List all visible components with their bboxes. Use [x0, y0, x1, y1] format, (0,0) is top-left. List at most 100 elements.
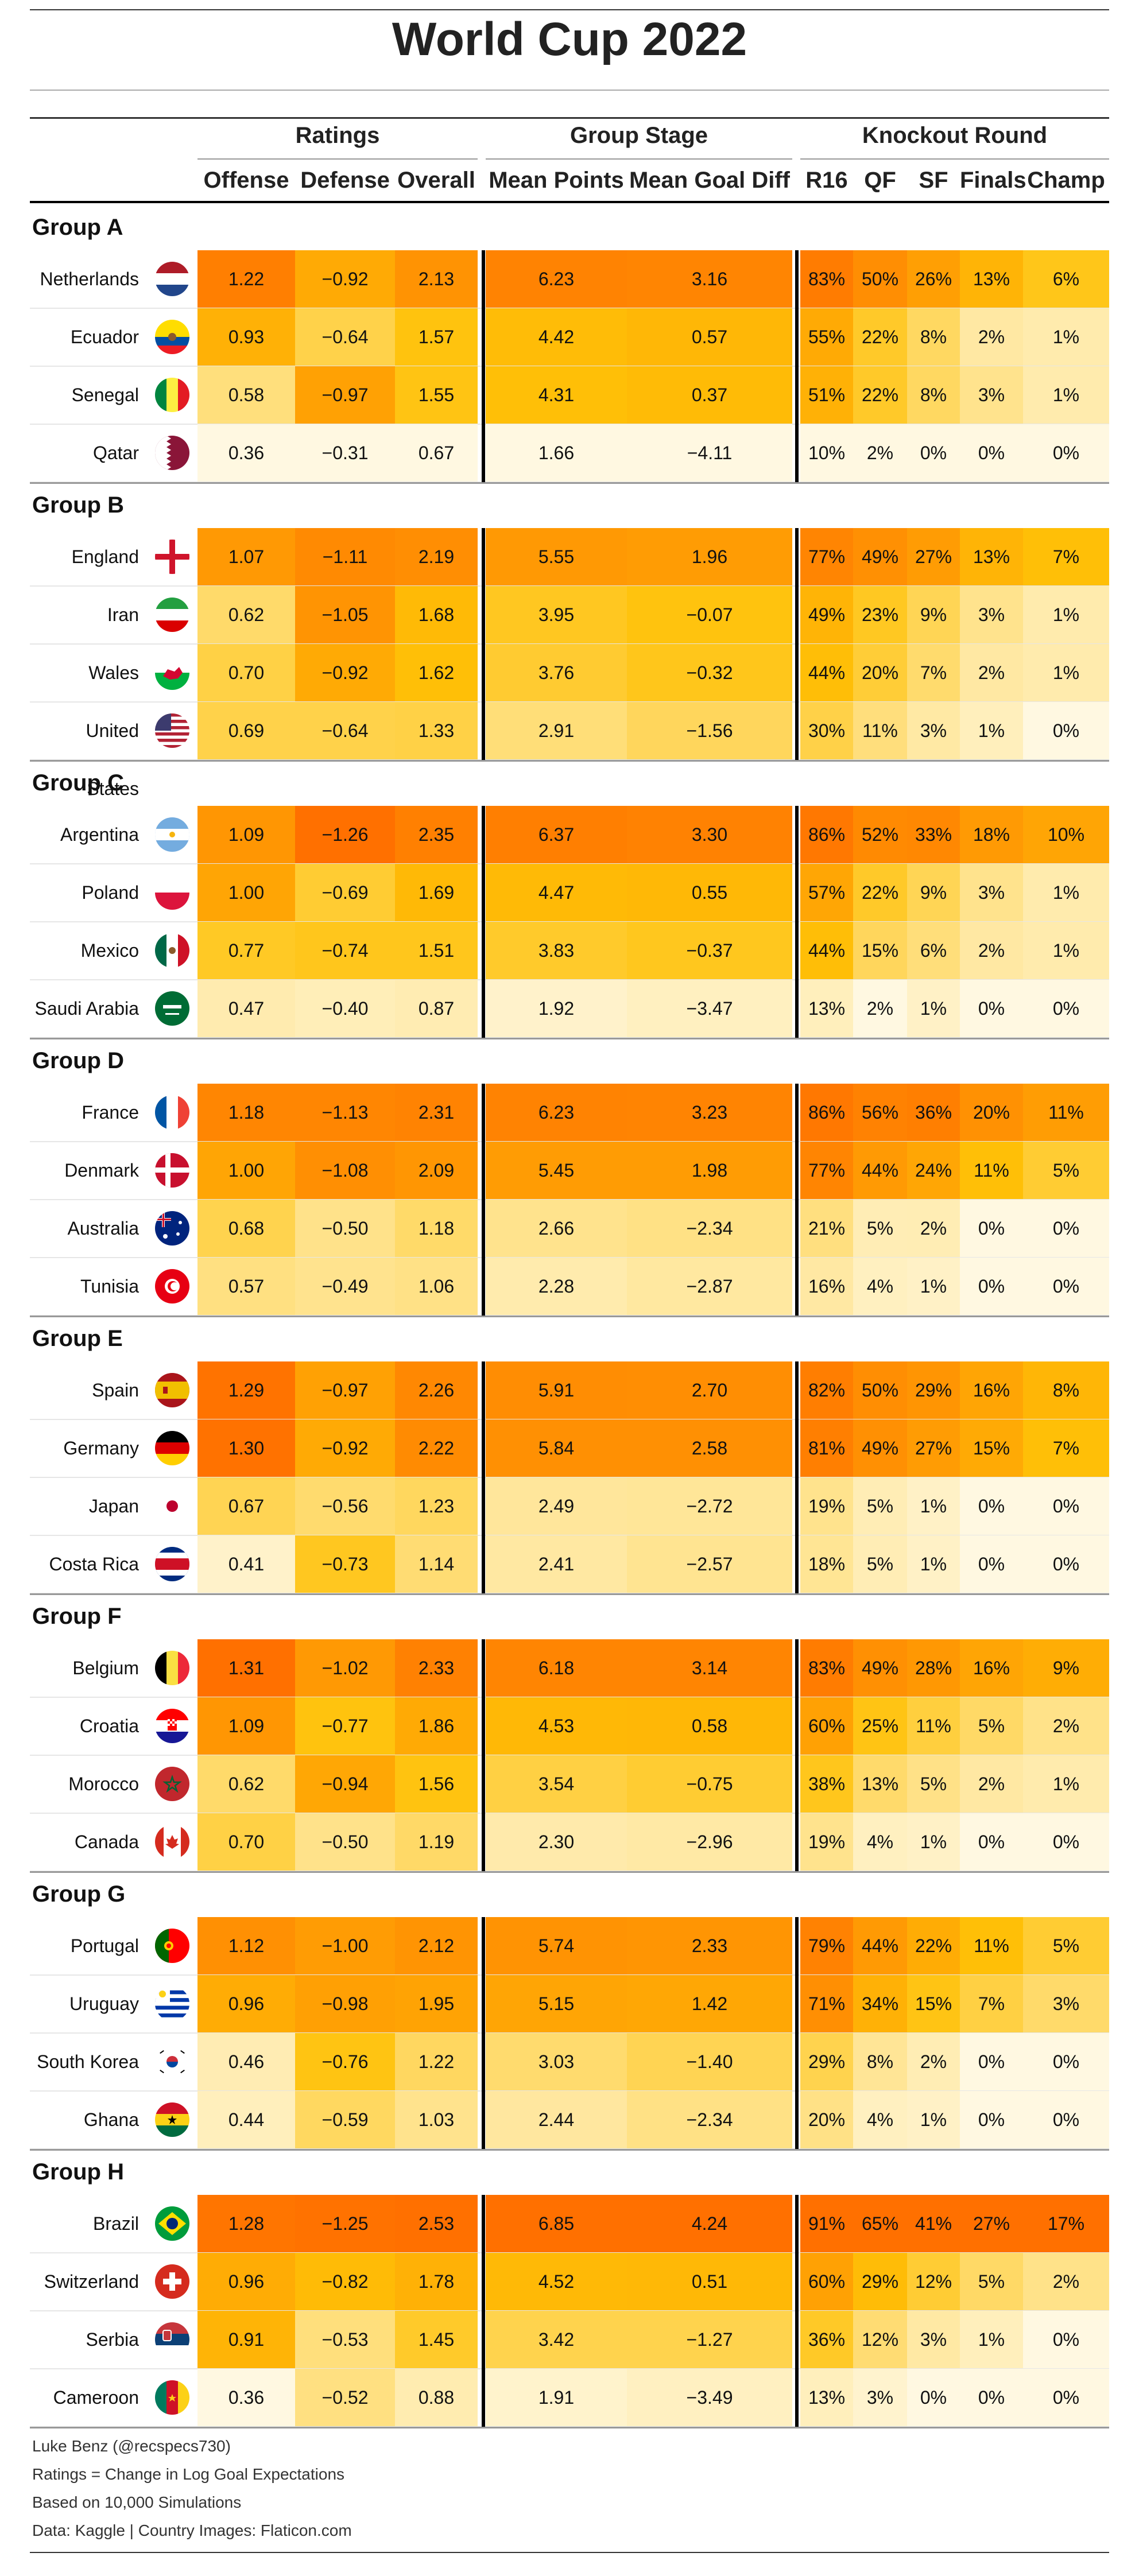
cell-champ: 7% — [1023, 1419, 1109, 1477]
group-label: Group G — [32, 1881, 126, 1907]
cell-offense: 0.62 — [197, 1755, 295, 1813]
table-row: Ecuador 0.93 −0.64 1.57 4.42 0.57 55% 22% 8% 2% 1% — [30, 308, 1109, 367]
cell-finals: 13% — [960, 528, 1023, 586]
cell-mean-points: 2.91 — [486, 702, 627, 760]
argentina-flag-icon — [155, 817, 189, 852]
table-row: England 1.07 −1.11 2.19 5.55 1.96 77% 49% 27% 13%… — [30, 528, 1109, 587]
cell-finals: 3% — [960, 864, 1023, 922]
cell-finals: 5% — [960, 1697, 1023, 1755]
brazil-flag-icon — [155, 2206, 189, 2241]
cell-mean-goal-diff: −1.27 — [627, 2311, 792, 2369]
team-name: Poland — [82, 882, 139, 903]
cell-defense: −1.02 — [295, 1639, 395, 1697]
group-bottom-rule — [30, 1871, 1109, 1873]
costa-rica-flag-icon — [155, 1547, 189, 1581]
cell-offense: 0.57 — [197, 1258, 295, 1316]
cell-finals: 20% — [960, 1084, 1023, 1142]
switzerland-flag-icon — [155, 2264, 189, 2299]
cell-offense: 0.77 — [197, 922, 295, 980]
cell-offense: 1.22 — [197, 250, 295, 308]
cell-r16: 82% — [800, 1361, 853, 1419]
cell-overall: 1.33 — [395, 702, 478, 760]
cell-mean-goal-diff: −4.11 — [627, 424, 792, 482]
cell-finals: 0% — [960, 980, 1023, 1038]
cell-finals: 13% — [960, 250, 1023, 308]
cell-qf: 44% — [853, 1142, 907, 1200]
cell-sf: 12% — [907, 2253, 960, 2311]
cell-offense: 0.70 — [197, 644, 295, 702]
team-name: Uruguay — [69, 1993, 139, 2014]
cell-finals: 0% — [960, 2091, 1023, 2149]
cell-champ: 5% — [1023, 1142, 1109, 1200]
cell-qf: 56% — [853, 1084, 907, 1142]
title-rule — [30, 90, 1109, 91]
cell-sf: 27% — [907, 528, 960, 586]
cell-champ: 1% — [1023, 864, 1109, 922]
team-name: Portugal — [70, 1935, 139, 1956]
section-divider — [482, 806, 485, 1038]
cell-r16: 44% — [800, 644, 853, 702]
cell-mean-points: 3.54 — [486, 1755, 627, 1813]
cell-offense: 1.28 — [197, 2195, 295, 2253]
team-name: Canada — [74, 1832, 139, 1852]
cell-mean-points: 3.03 — [486, 2033, 627, 2091]
cell-qf: 2% — [853, 980, 907, 1038]
team-name: Iran — [107, 604, 139, 625]
column-header-overall: Overall — [397, 168, 475, 193]
team-name: Argentina — [60, 824, 139, 845]
cell-defense: −1.25 — [295, 2195, 395, 2253]
team-name: South Korea — [37, 2051, 139, 2072]
spain-flag-icon — [155, 1373, 189, 1407]
cell-champ: 1% — [1023, 922, 1109, 980]
cell-r16: 19% — [800, 1477, 853, 1535]
cell-sf: 27% — [907, 1419, 960, 1477]
cell-mean-goal-diff: −1.56 — [627, 702, 792, 760]
cell-qf: 25% — [853, 1697, 907, 1755]
cell-sf: 1% — [907, 1535, 960, 1593]
cell-r16: 51% — [800, 366, 853, 424]
cell-r16: 21% — [800, 1200, 853, 1258]
cell-finals: 0% — [960, 1535, 1023, 1593]
cell-champ: 0% — [1023, 1258, 1109, 1316]
cell-sf: 7% — [907, 644, 960, 702]
cell-defense: −0.56 — [295, 1477, 395, 1535]
table-row: Senegal 0.58 −0.97 1.55 4.31 0.37 51% 22% 8% 3% 1% — [30, 366, 1109, 425]
section-divider — [795, 1639, 799, 1871]
cell-finals: 5% — [960, 2253, 1023, 2311]
cell-qf: 50% — [853, 1361, 907, 1419]
cell-offense: 1.00 — [197, 1142, 295, 1200]
cell-champ: 1% — [1023, 644, 1109, 702]
cell-sf: 6% — [907, 922, 960, 980]
team-name: Cameroon — [53, 2387, 139, 2408]
team-name: Wales — [88, 662, 139, 683]
cell-r16: 60% — [800, 2253, 853, 2311]
cell-qf: 4% — [853, 2091, 907, 2149]
cell-champ: 2% — [1023, 2253, 1109, 2311]
cell-offense: 0.47 — [197, 980, 295, 1038]
cell-champ: 0% — [1023, 980, 1109, 1038]
table-row: Mexico 0.77 −0.74 1.51 3.83 −0.37 44% 15% 6% 2% 1% — [30, 922, 1109, 980]
cell-overall: 2.09 — [395, 1142, 478, 1200]
table-row: Switzerland 0.96 −0.82 1.78 4.52 0.51 60% 29% 12… — [30, 2253, 1109, 2311]
team-name: Saudi Arabia — [34, 998, 139, 1019]
section-divider — [482, 1084, 485, 1316]
team-name: Senegal — [71, 385, 139, 405]
portugal-flag-icon — [155, 1929, 189, 1963]
south-korea-flag-icon — [155, 2044, 189, 2079]
cell-offense: 0.36 — [197, 424, 295, 482]
cell-finals: 0% — [960, 1200, 1023, 1258]
cell-defense: −0.92 — [295, 250, 395, 308]
header-bottom-rule — [30, 201, 1109, 203]
cell-offense: 0.69 — [197, 702, 295, 760]
group-bottom-rule — [30, 1038, 1109, 1039]
cell-champ: 1% — [1023, 586, 1109, 644]
cell-qf: 50% — [853, 250, 907, 308]
cell-champ: 0% — [1023, 2033, 1109, 2091]
cell-finals: 0% — [960, 1258, 1023, 1316]
team-name: Mexico — [80, 940, 139, 961]
team-name: Serbia — [86, 2329, 140, 2350]
cell-mean-points: 3.76 — [486, 644, 627, 702]
cell-qf: 2% — [853, 424, 907, 482]
cell-sf: 8% — [907, 308, 960, 366]
cell-sf: 1% — [907, 1258, 960, 1316]
